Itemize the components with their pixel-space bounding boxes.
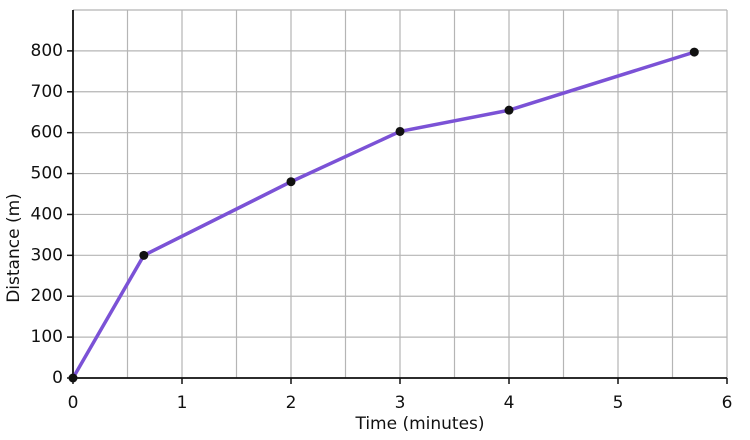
point bbox=[504, 105, 514, 115]
x-tick-label: 0 bbox=[68, 393, 79, 413]
y-tick-label: 600 bbox=[31, 123, 63, 143]
x-tick-label: 6 bbox=[722, 393, 733, 413]
y-tick-label: 700 bbox=[31, 82, 63, 102]
point bbox=[68, 373, 78, 383]
x-tick-label: 2 bbox=[286, 393, 297, 413]
y-tick-label: 0 bbox=[52, 368, 63, 388]
y-tick-label: 800 bbox=[31, 41, 63, 61]
point bbox=[139, 250, 149, 260]
y-axis-label: Distance (m) bbox=[4, 193, 24, 303]
y-tick-label: 500 bbox=[31, 164, 63, 184]
x-axis-label: Time (minutes) bbox=[354, 414, 484, 434]
x-tick-label: 3 bbox=[395, 393, 406, 413]
y-tick-label: 300 bbox=[31, 245, 63, 265]
point bbox=[286, 177, 296, 187]
y-tick-label: 100 bbox=[31, 327, 63, 347]
line bbox=[71, 50, 695, 379]
x-tick-label: 1 bbox=[177, 393, 188, 413]
point bbox=[689, 47, 699, 57]
x-tick-label: 4 bbox=[504, 393, 515, 413]
point bbox=[395, 126, 405, 136]
x-tick-label: 5 bbox=[613, 393, 624, 413]
y-tick-label: 200 bbox=[31, 286, 63, 306]
y-tick-label: 400 bbox=[31, 204, 63, 224]
